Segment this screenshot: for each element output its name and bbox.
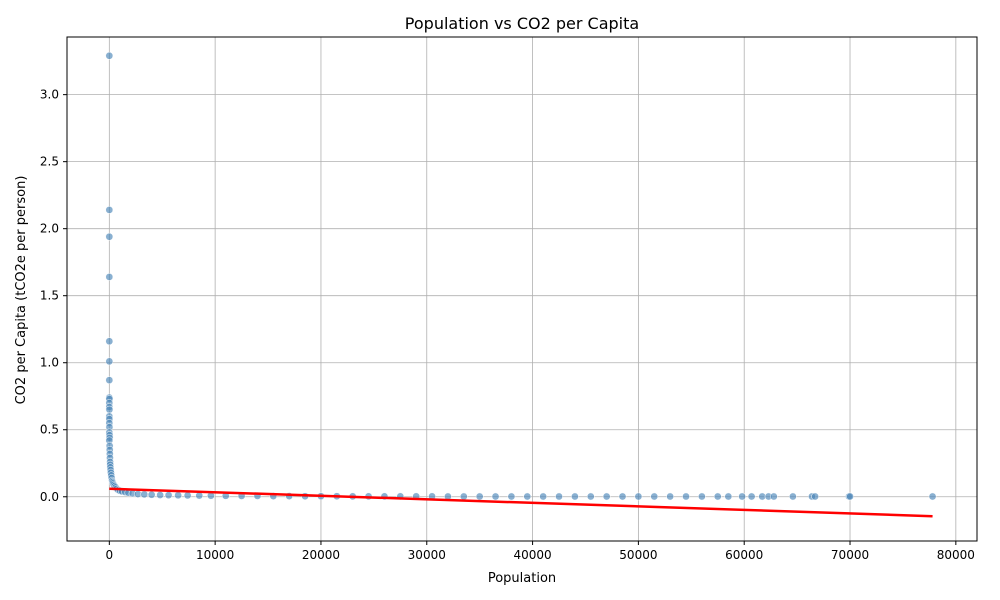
data-point (174, 491, 182, 500)
data-point (650, 492, 659, 501)
data-point (523, 492, 532, 501)
data-point (666, 492, 674, 501)
data-point (698, 492, 706, 501)
x-axis-label: Population (488, 571, 556, 586)
data-points (105, 51, 937, 501)
data-point (738, 492, 746, 501)
x-tick-label: 50000 (619, 548, 657, 562)
y-tick-label: 1.0 (40, 356, 59, 370)
y-tick-label: 1.5 (40, 289, 59, 303)
data-point (475, 492, 484, 501)
chart-title: Population vs CO2 per Capita (405, 14, 639, 33)
x-tick-label: 80000 (937, 548, 975, 562)
data-point (539, 492, 548, 501)
data-point (747, 492, 756, 501)
x-tick-label: 60000 (725, 548, 763, 562)
data-point (164, 491, 173, 500)
data-point (682, 492, 690, 501)
x-tick-label: 10000 (196, 548, 234, 562)
x-tick-label: 0 (106, 548, 114, 562)
data-point (105, 232, 114, 241)
data-point (105, 357, 114, 366)
y-axis-ticks: 0.0 0.5 1.0 1.5 2.0 2.5 3.0 (40, 88, 67, 504)
data-point (140, 490, 149, 499)
data-point (724, 492, 733, 501)
data-point (105, 206, 114, 214)
data-point (491, 492, 500, 501)
data-point (105, 273, 114, 281)
y-tick-label: 3.0 (40, 88, 59, 102)
data-point (634, 492, 643, 501)
y-tick-label: 2.5 (40, 155, 59, 169)
data-point (586, 492, 595, 501)
data-point (555, 492, 563, 501)
y-axis-label: CO2 per Capita (tCO2e per person) (14, 176, 29, 405)
plot-frame (66, 36, 978, 542)
data-point (713, 492, 722, 501)
data-point (156, 491, 164, 499)
grid (67, 37, 977, 541)
trend-line-group (109, 487, 933, 518)
data-point (811, 492, 819, 501)
x-tick-label: 40000 (513, 548, 551, 562)
y-tick-label: 2.0 (40, 222, 59, 236)
data-point (789, 492, 797, 501)
data-point (602, 492, 611, 501)
data-point (846, 492, 854, 501)
x-tick-label: 20000 (302, 548, 340, 562)
data-point (618, 492, 627, 501)
data-point (183, 491, 192, 500)
data-point (928, 492, 937, 501)
data-point (105, 51, 114, 60)
data-point (105, 405, 114, 414)
data-point (105, 337, 114, 346)
x-axis-ticks: 0 10000 20000 30000 40000 50000 60000 70000 8000… (106, 541, 975, 562)
y-tick-label: 0.5 (40, 423, 59, 437)
trend-line (109, 487, 933, 518)
x-tick-label: 70000 (831, 548, 869, 562)
y-tick-label: 0.0 (40, 490, 59, 504)
data-point (769, 492, 778, 501)
data-point (147, 490, 156, 499)
x-tick-label: 30000 (408, 548, 446, 562)
data-point (105, 376, 114, 384)
data-point (571, 492, 579, 501)
data-point (507, 492, 516, 501)
data-point (459, 492, 468, 501)
